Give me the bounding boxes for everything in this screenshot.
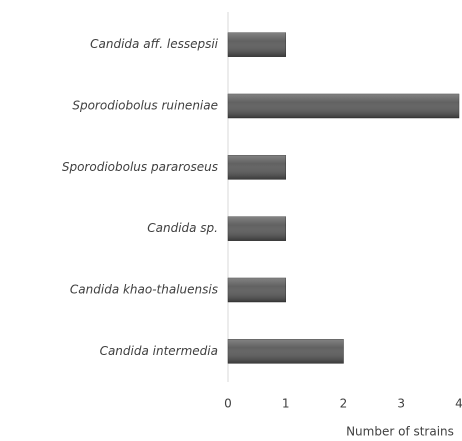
x-axis-label: Number of strains bbox=[346, 425, 454, 439]
y-tick-label: Candida khao-thaluensis bbox=[70, 283, 218, 297]
bar bbox=[227, 277, 286, 303]
x-tick-label: 4 bbox=[455, 397, 462, 411]
y-tick-label: Sporodiobolus ruineniae bbox=[72, 99, 218, 113]
y-tick-label: Candida intermedia bbox=[100, 344, 218, 358]
y-tick-label: Candida aff. lessepsii bbox=[90, 37, 219, 51]
x-tick-label: 3 bbox=[397, 397, 405, 411]
y-tick-label: Candida sp. bbox=[147, 221, 218, 235]
y-tick-label: Sporodiobolus pararoseus bbox=[62, 160, 218, 174]
bar bbox=[227, 216, 286, 241]
bar bbox=[227, 155, 286, 180]
bar bbox=[227, 339, 344, 364]
x-tick-label: 2 bbox=[340, 397, 348, 411]
x-tick-label: 0 bbox=[224, 397, 232, 411]
bar bbox=[227, 32, 286, 57]
bar bbox=[227, 93, 460, 119]
x-tick-label: 1 bbox=[282, 397, 290, 411]
